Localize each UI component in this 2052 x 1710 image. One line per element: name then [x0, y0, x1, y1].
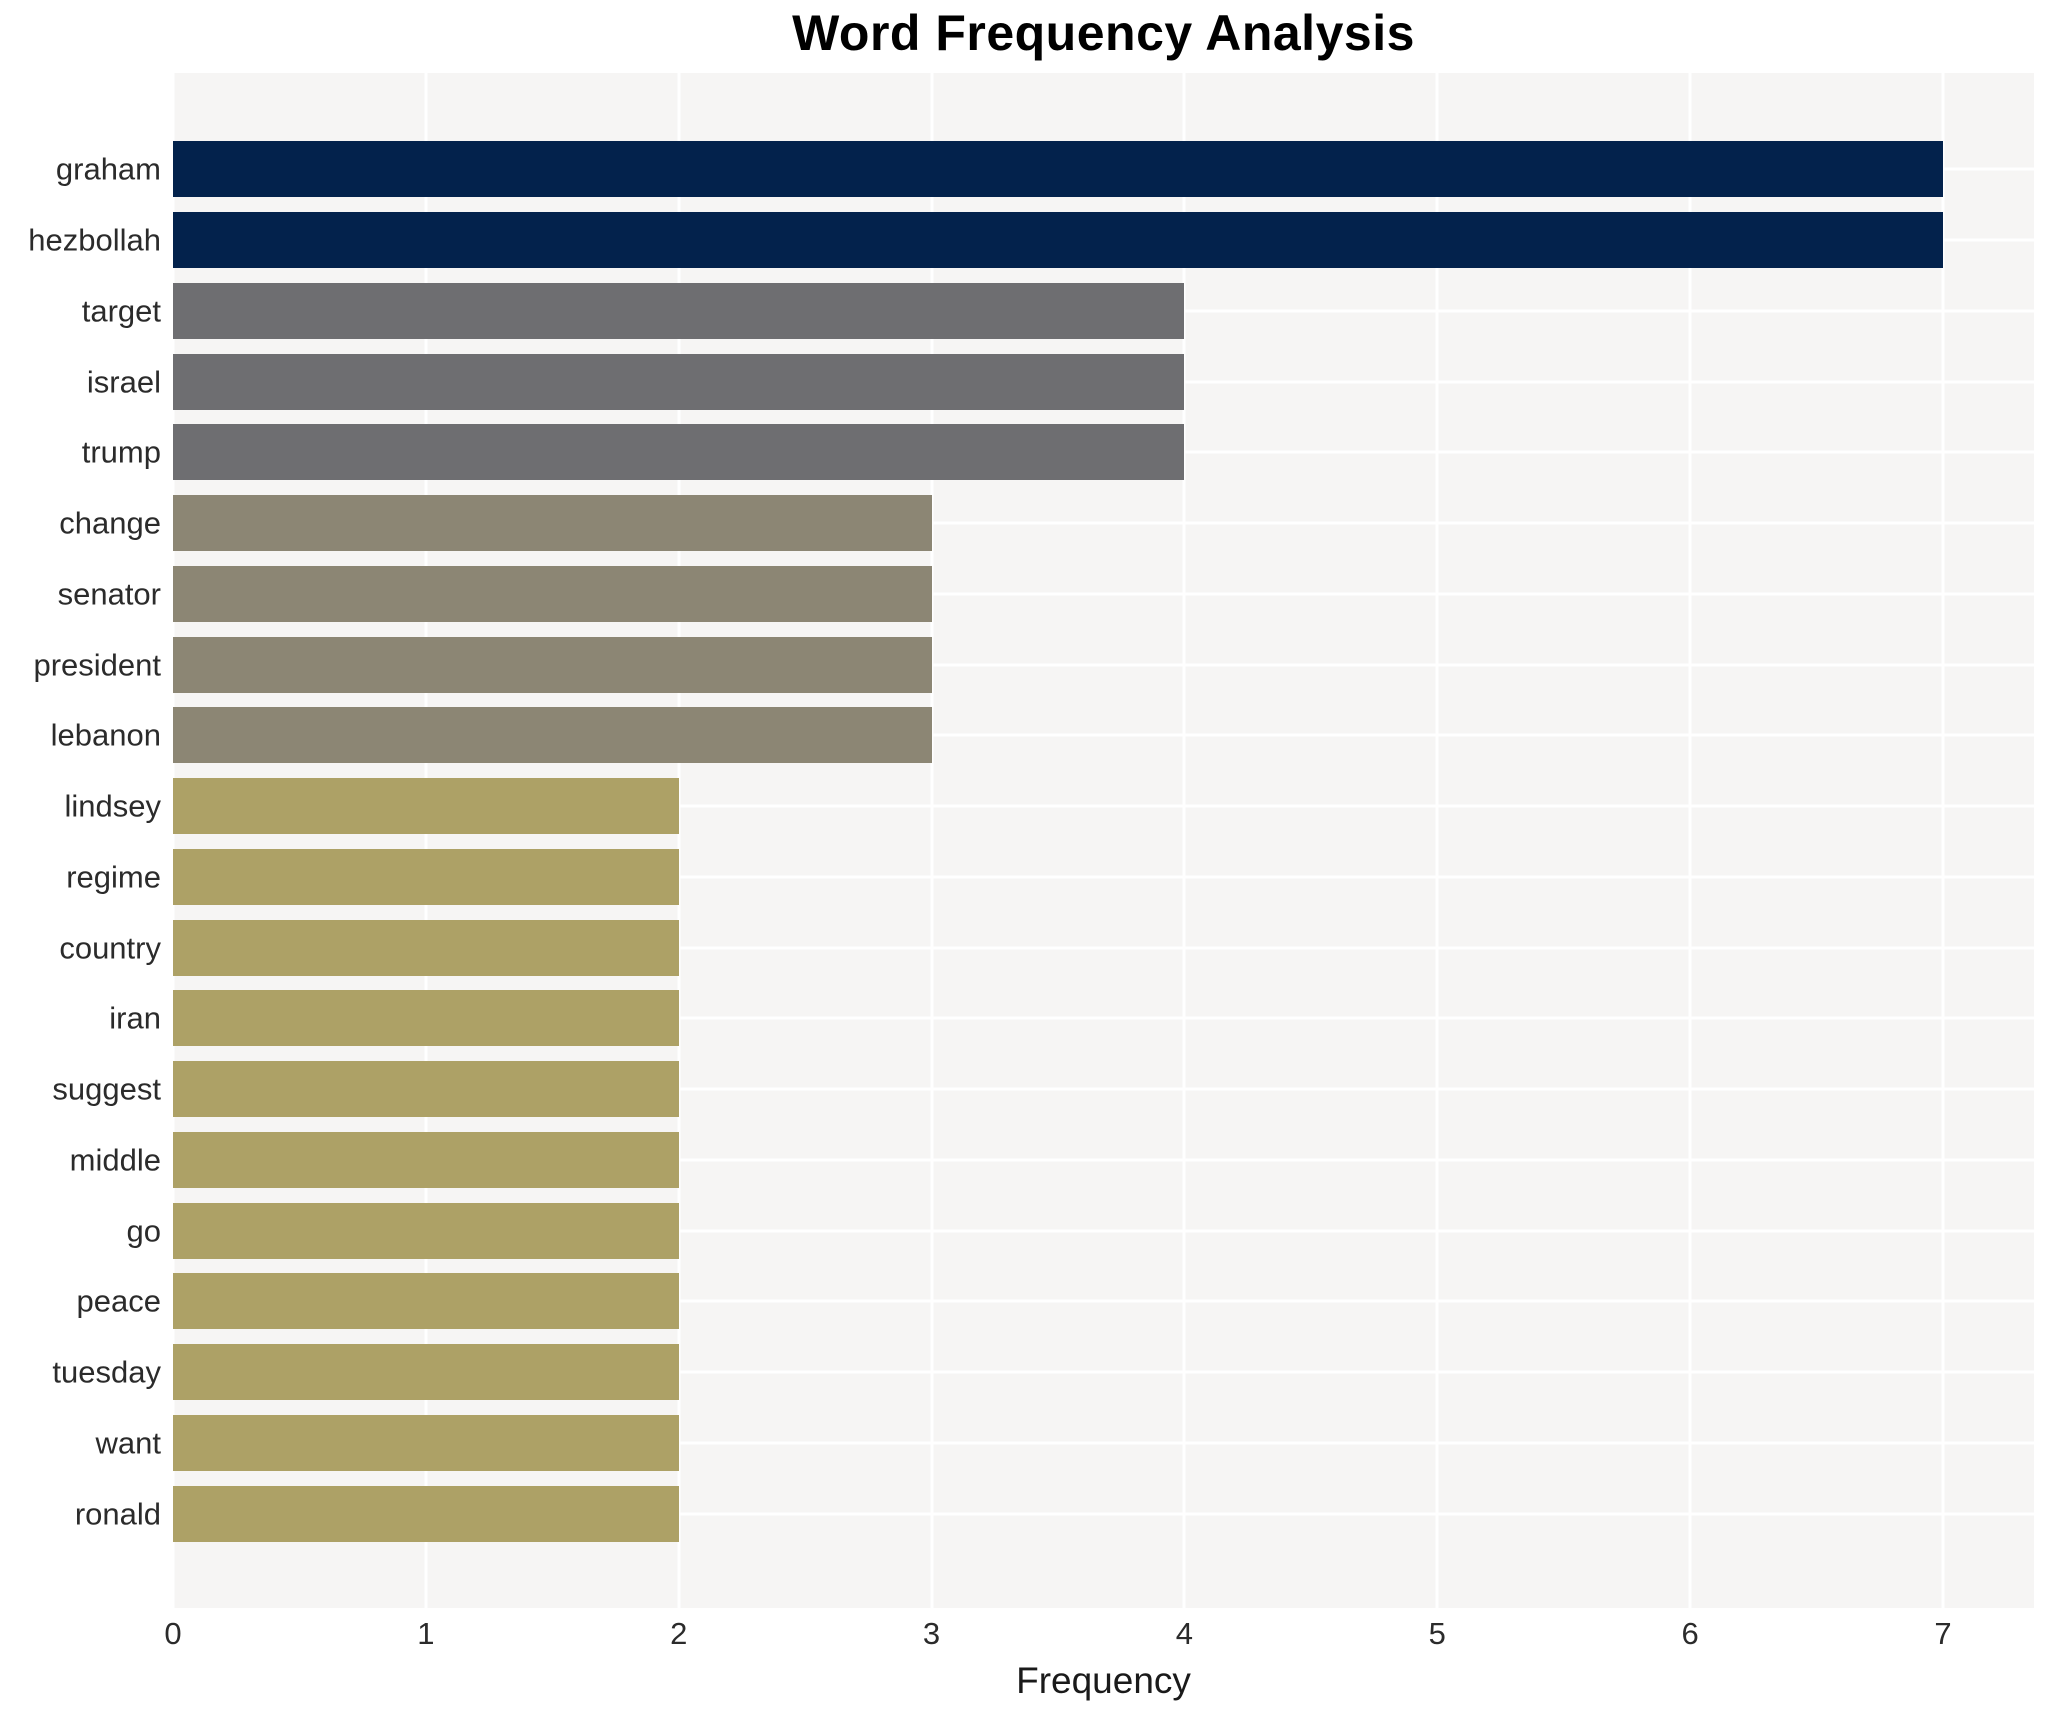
plot-area	[171, 73, 2034, 1608]
vertical-gridline	[677, 73, 681, 1608]
bar-iran	[173, 990, 679, 1047]
x-tick-label-0: 0	[164, 1616, 182, 1651]
bar-israel	[173, 353, 1185, 410]
bar-hezbollah	[173, 212, 1943, 269]
bar-want	[173, 1414, 679, 1471]
x-tick-label-7: 7	[1934, 1616, 1952, 1651]
bar-middle	[173, 1131, 679, 1188]
vertical-gridline	[1941, 73, 1945, 1608]
y-tick-label-trump: trump	[81, 434, 161, 470]
horizontal-gridline	[173, 1441, 2034, 1445]
bar-go	[173, 1202, 679, 1259]
horizontal-gridline	[173, 521, 2034, 525]
bar-tuesday	[173, 1344, 679, 1401]
y-tick-label-suggest: suggest	[52, 1071, 161, 1107]
y-tick-label-president: president	[33, 647, 161, 683]
horizontal-gridline	[173, 733, 2034, 737]
horizontal-gridline	[173, 663, 2034, 667]
horizontal-gridline	[173, 592, 2034, 596]
y-tick-label-lebanon: lebanon	[50, 717, 161, 753]
horizontal-gridline	[173, 1229, 2034, 1233]
vertical-gridline	[171, 73, 175, 1608]
bar-ronald	[173, 1485, 679, 1542]
x-tick-label-6: 6	[1681, 1616, 1699, 1651]
bar-peace	[173, 1273, 679, 1330]
y-tick-label-hezbollah: hezbollah	[28, 222, 161, 258]
vertical-gridline	[1435, 73, 1439, 1608]
bar-change	[173, 495, 932, 552]
y-tick-label-want: want	[95, 1425, 161, 1461]
y-tick-label-senator: senator	[57, 576, 161, 612]
horizontal-gridline	[173, 1158, 2034, 1162]
horizontal-gridline	[173, 946, 2034, 950]
y-tick-label-country: country	[59, 930, 161, 966]
y-tick-label-middle: middle	[69, 1142, 161, 1178]
vertical-gridline	[930, 73, 934, 1608]
bar-country	[173, 919, 679, 976]
chart-title: Word Frequency Analysis	[792, 5, 1415, 61]
bar-senator	[173, 565, 932, 622]
y-tick-label-regime: regime	[66, 859, 161, 895]
vertical-gridline	[1182, 73, 1186, 1608]
bar-regime	[173, 848, 679, 905]
x-axis-ticks: 0 1 2 3 4 5 6 7	[164, 1616, 2034, 1658]
horizontal-gridline	[173, 1016, 2034, 1020]
y-tick-label-lindsey: lindsey	[64, 788, 162, 824]
bar-graham	[173, 141, 1943, 198]
horizontal-gridline	[173, 1512, 2034, 1516]
y-tick-label-israel: israel	[86, 364, 161, 400]
horizontal-gridline	[173, 1299, 2034, 1303]
horizontal-gridline	[173, 1370, 2034, 1374]
y-tick-label-tuesday: tuesday	[52, 1354, 161, 1390]
bar-target	[173, 282, 1185, 339]
y-tick-label-target: target	[81, 293, 161, 329]
y-axis-labels: graham hezbollah target israel trump change se…	[0, 73, 161, 1608]
y-tick-label-ronald: ronald	[74, 1496, 161, 1532]
x-tick-label-2: 2	[670, 1616, 688, 1651]
x-tick-label-4: 4	[1175, 1616, 1194, 1651]
horizontal-gridline	[173, 1087, 2034, 1091]
x-tick-label-3: 3	[922, 1616, 941, 1651]
horizontal-gridline	[173, 875, 2034, 879]
x-axis-label: Frequency	[1016, 1660, 1191, 1701]
horizontal-gridline	[173, 804, 2034, 808]
x-tick-label-1: 1	[417, 1616, 435, 1651]
bar-suggest	[173, 1061, 679, 1118]
y-tick-label-go: go	[126, 1213, 161, 1249]
vertical-gridline	[1688, 73, 1692, 1608]
y-tick-label-iran: iran	[109, 1000, 161, 1036]
x-tick-label-5: 5	[1428, 1616, 1446, 1651]
bar-lindsey	[173, 778, 679, 835]
y-tick-label-change: change	[59, 505, 161, 541]
bar-president	[173, 636, 932, 693]
y-tick-label-peace: peace	[76, 1283, 161, 1319]
bar-lebanon	[173, 707, 932, 764]
bar-trump	[173, 424, 1185, 481]
y-tick-label-graham: graham	[55, 151, 161, 187]
vertical-gridline	[424, 73, 428, 1608]
